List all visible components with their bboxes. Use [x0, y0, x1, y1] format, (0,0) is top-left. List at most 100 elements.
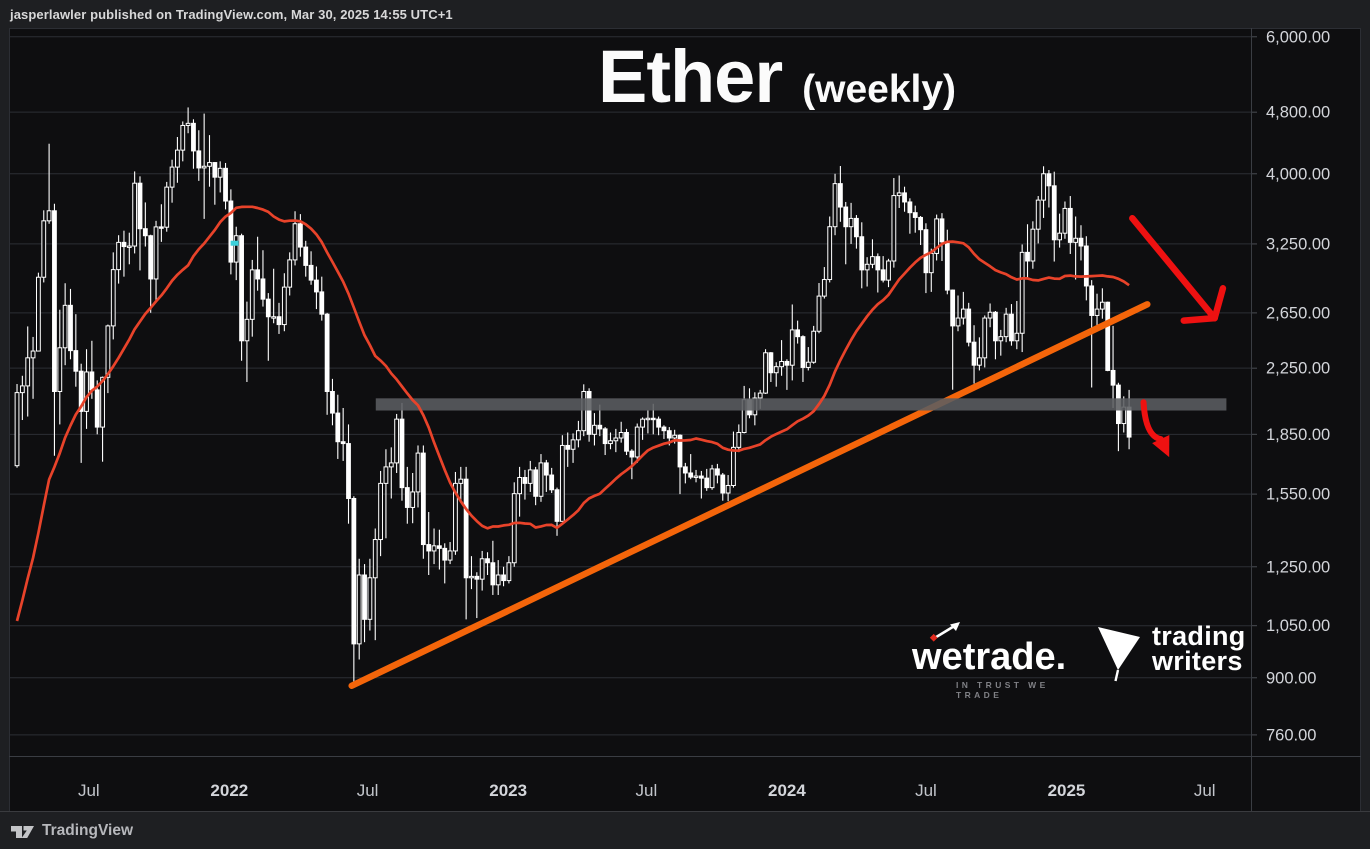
candle-body: [870, 256, 875, 265]
candle-body: [52, 210, 57, 392]
price-axis[interactable]: 6,000.00 4,800.00 4,000.00 3,250.00 2,650.00…: [1251, 28, 1330, 744]
candle-body: [576, 430, 581, 441]
candle-body: [479, 558, 485, 580]
candle-body: [217, 167, 223, 178]
candle-body: [1046, 173, 1052, 187]
tradingwriters-arrow-icon: [1098, 627, 1140, 682]
candle-body: [281, 286, 287, 326]
candle-body: [1057, 232, 1062, 241]
price-axis-label: 2,650.00: [1266, 304, 1330, 322]
candle-body: [918, 216, 923, 231]
candle-body: [30, 350, 36, 359]
candle-body: [554, 489, 560, 522]
candle-body: [196, 150, 202, 169]
price-axis-label: 1,250.00: [1266, 558, 1330, 576]
candle-body: [1041, 173, 1046, 201]
candle-body: [367, 577, 373, 620]
uptrend-support-trendline[interactable]: [348, 301, 1151, 690]
candle-body: [223, 167, 228, 202]
candle-body: [843, 206, 849, 228]
candle-body: [1078, 237, 1084, 247]
candle-body: [78, 370, 84, 412]
wetrade-watermark: wetrade. IN TRUST WE TRADE: [912, 620, 1097, 700]
breakdown-arrow-small[interactable]: [1140, 399, 1170, 458]
candle-body: [362, 574, 367, 620]
candle-body: [565, 444, 571, 450]
candle-body: [955, 317, 961, 327]
candle-body: [517, 477, 522, 495]
candle-body: [180, 124, 186, 151]
wetrade-logo-text: wetrade.: [912, 636, 1067, 678]
tradingview-footer-bar: TradingView: [0, 811, 1370, 849]
support-zone-band[interactable]: [375, 398, 1227, 411]
candle-body: [260, 278, 266, 300]
candle-body: [549, 474, 555, 491]
candle-body: [351, 497, 357, 645]
candle-body: [335, 412, 341, 443]
candle-body: [292, 223, 298, 261]
downtrend-arrow-large[interactable]: [1129, 214, 1227, 324]
candle-body: [779, 360, 784, 368]
candle-body: [950, 289, 956, 327]
candle-body: [592, 424, 597, 435]
candle-body: [773, 366, 779, 374]
candle-body: [677, 434, 683, 468]
candle-body: [725, 484, 731, 494]
candle-body: [121, 241, 127, 248]
candle-body: [800, 336, 806, 368]
candle-body: [314, 279, 319, 293]
drawing-anchor-marker[interactable]: [230, 240, 239, 246]
candle-body: [233, 235, 239, 263]
tradingwriters-text-line1: trading: [1152, 621, 1246, 651]
candle-body: [426, 544, 432, 552]
candle-body: [105, 325, 111, 378]
candle-body: [1099, 301, 1105, 310]
candle-body: [57, 347, 63, 392]
candle-body: [559, 444, 565, 522]
candle-body: [239, 235, 244, 342]
tradingview-logo-icon[interactable]: [10, 823, 35, 840]
candle-body: [330, 390, 335, 414]
candle-body: [1051, 185, 1057, 241]
moving-average-line: [15, 205, 1130, 622]
candle-body: [912, 212, 918, 218]
candle-body: [763, 352, 768, 394]
candle-body: [944, 241, 950, 291]
time-axis[interactable]: Jul 2022 Jul 2023 Jul 2024 Jul 2025 Jul: [78, 781, 1216, 800]
candle-body: [533, 469, 539, 497]
candle-body: [650, 417, 656, 421]
candle-body: [586, 390, 592, 435]
candle-body: [62, 304, 68, 349]
candle-body: [420, 452, 426, 546]
candle-body: [399, 418, 405, 489]
candle-body: [837, 183, 843, 208]
time-axis-label: 2022: [210, 781, 248, 800]
candle-body: [640, 418, 645, 428]
candle-body: [827, 226, 833, 281]
candle-body: [1089, 285, 1095, 316]
candle-body: [880, 269, 886, 281]
candle-body: [731, 446, 736, 486]
candle-body: [474, 575, 480, 580]
candle-body: [463, 478, 469, 579]
tradingview-brand-text[interactable]: TradingView: [42, 822, 134, 839]
candle-body: [212, 162, 218, 178]
time-axis-label: Jul: [915, 781, 937, 800]
candle-body: [132, 182, 138, 247]
candle-body: [378, 482, 383, 541]
candle-body: [46, 210, 52, 222]
candle-body: [634, 426, 640, 458]
time-axis-label: Jul: [635, 781, 657, 800]
tradingwriters-watermark: trading writers: [1094, 621, 1246, 684]
candle-body: [934, 218, 940, 254]
candle-body: [25, 357, 31, 387]
price-axis-label: 4,800.00: [1266, 104, 1330, 122]
candle-body: [158, 226, 164, 229]
candle-body: [1083, 245, 1089, 287]
candle-body: [388, 462, 394, 468]
candle-body: [928, 252, 934, 274]
candle-body: [629, 450, 635, 458]
candle-body: [1062, 207, 1068, 234]
candle-body: [110, 269, 116, 327]
